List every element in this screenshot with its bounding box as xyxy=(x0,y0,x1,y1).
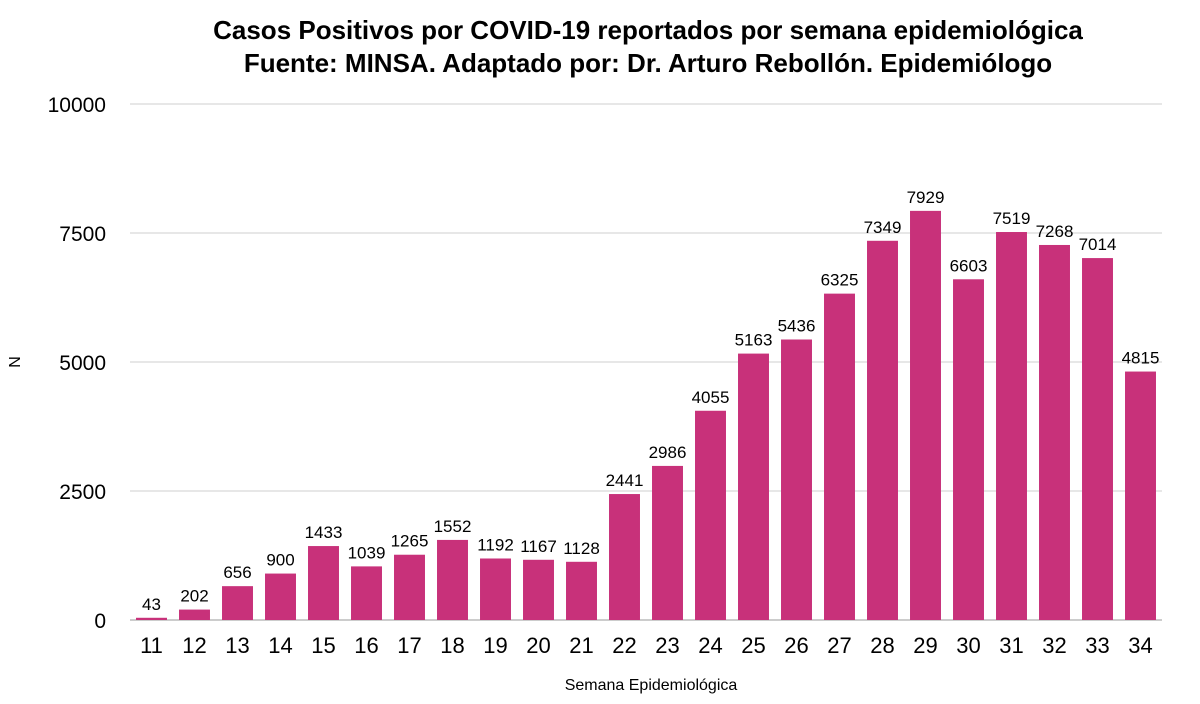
x-tick-label-week-21: 21 xyxy=(569,633,593,658)
data-label-week-12: 202 xyxy=(180,587,208,606)
bar-week-22 xyxy=(609,494,640,620)
data-label-week-11: 43 xyxy=(142,595,161,614)
y-tick-label: 5000 xyxy=(59,352,106,375)
bar-week-31 xyxy=(996,232,1027,620)
x-tick-label-week-11: 11 xyxy=(140,633,163,658)
data-label-week-27: 6325 xyxy=(821,271,859,290)
data-label-week-31: 7519 xyxy=(993,209,1031,228)
data-label-week-26: 5436 xyxy=(778,317,816,336)
x-tick-label-week-25: 25 xyxy=(741,633,765,658)
x-tick-label-week-34: 34 xyxy=(1128,633,1152,658)
data-label-week-23: 2986 xyxy=(649,443,687,462)
bar-week-16 xyxy=(351,566,382,620)
x-tick-label-week-31: 31 xyxy=(999,633,1023,658)
bar-week-18 xyxy=(437,539,468,620)
y-tick-label: 0 xyxy=(94,610,106,633)
bar-week-14 xyxy=(265,573,296,620)
x-tick-label-week-19: 19 xyxy=(483,633,507,658)
y-axis-label: N xyxy=(7,356,24,368)
data-label-week-30: 6603 xyxy=(950,256,988,275)
x-tick-label-week-30: 30 xyxy=(956,633,980,658)
bar-week-30 xyxy=(953,279,984,620)
x-tick-label-week-29: 29 xyxy=(913,633,937,658)
data-label-week-15: 1433 xyxy=(305,523,343,542)
data-label-week-34: 4815 xyxy=(1122,349,1160,368)
chart-title-line-2: Fuente: MINSA. Adaptado por: Dr. Arturo … xyxy=(244,48,1052,78)
data-label-week-25: 5163 xyxy=(735,331,773,350)
x-tick-label-week-14: 14 xyxy=(268,633,292,658)
x-tick-label-week-13: 13 xyxy=(225,633,249,658)
x-tick-label-week-15: 15 xyxy=(311,633,335,658)
data-label-week-17: 1265 xyxy=(391,532,429,551)
x-tick-label-week-33: 33 xyxy=(1085,633,1109,658)
data-label-week-32: 7268 xyxy=(1036,222,1074,241)
bar-week-33 xyxy=(1082,258,1113,620)
bar-week-24 xyxy=(695,410,726,620)
x-tick-label-week-27: 27 xyxy=(827,633,851,658)
bar-week-27 xyxy=(824,293,855,620)
data-label-week-33: 7014 xyxy=(1079,235,1117,254)
x-tick-label-week-12: 12 xyxy=(182,633,206,658)
bar-week-29 xyxy=(910,210,941,621)
bar-week-15 xyxy=(308,546,339,620)
y-tick-label: 2500 xyxy=(59,481,106,504)
x-tick-label-week-18: 18 xyxy=(440,633,464,658)
bar-week-19 xyxy=(480,558,511,620)
data-label-week-18: 1552 xyxy=(434,517,472,536)
data-label-week-24: 4055 xyxy=(692,388,730,407)
data-label-week-29: 7929 xyxy=(907,188,945,207)
bar-week-23 xyxy=(652,465,683,620)
data-label-week-20: 1167 xyxy=(520,537,557,556)
x-tick-label-week-20: 20 xyxy=(526,633,550,658)
data-label-week-16: 1039 xyxy=(348,543,386,562)
bar-week-25 xyxy=(738,353,769,620)
data-label-week-14: 900 xyxy=(266,551,294,570)
x-axis-label: Semana Epidemiológica xyxy=(565,677,738,694)
bar-week-13 xyxy=(222,586,253,620)
bar-week-12 xyxy=(179,609,210,620)
data-label-week-21: 1128 xyxy=(563,539,600,558)
bar-week-28 xyxy=(867,240,898,620)
bar-week-21 xyxy=(566,561,597,620)
bar-week-20 xyxy=(523,559,554,620)
bar-week-17 xyxy=(394,554,425,620)
data-label-week-19: 1192 xyxy=(477,535,514,554)
bar-week-11 xyxy=(136,617,167,620)
bar-week-32 xyxy=(1039,244,1070,621)
x-tick-label-week-17: 17 xyxy=(397,633,421,658)
x-tick-label-week-28: 28 xyxy=(870,633,894,658)
x-tick-label-week-32: 32 xyxy=(1042,633,1066,658)
x-tick-label-week-16: 16 xyxy=(354,633,378,658)
data-label-week-13: 656 xyxy=(223,563,251,582)
y-tick-label: 7500 xyxy=(59,223,106,246)
data-label-week-22: 2441 xyxy=(606,471,644,490)
y-tick-label: 10000 xyxy=(48,94,106,117)
x-tick-label-week-26: 26 xyxy=(784,633,808,658)
chart-title-line-1: Casos Positivos por COVID-19 reportados … xyxy=(213,15,1083,45)
data-label-week-28: 7349 xyxy=(864,218,902,237)
x-tick-label-week-22: 22 xyxy=(612,633,636,658)
x-tick-label-week-24: 24 xyxy=(698,633,722,658)
bar-week-34 xyxy=(1125,371,1156,620)
x-tick-label-week-23: 23 xyxy=(655,633,679,658)
bar-week-26 xyxy=(781,339,812,620)
